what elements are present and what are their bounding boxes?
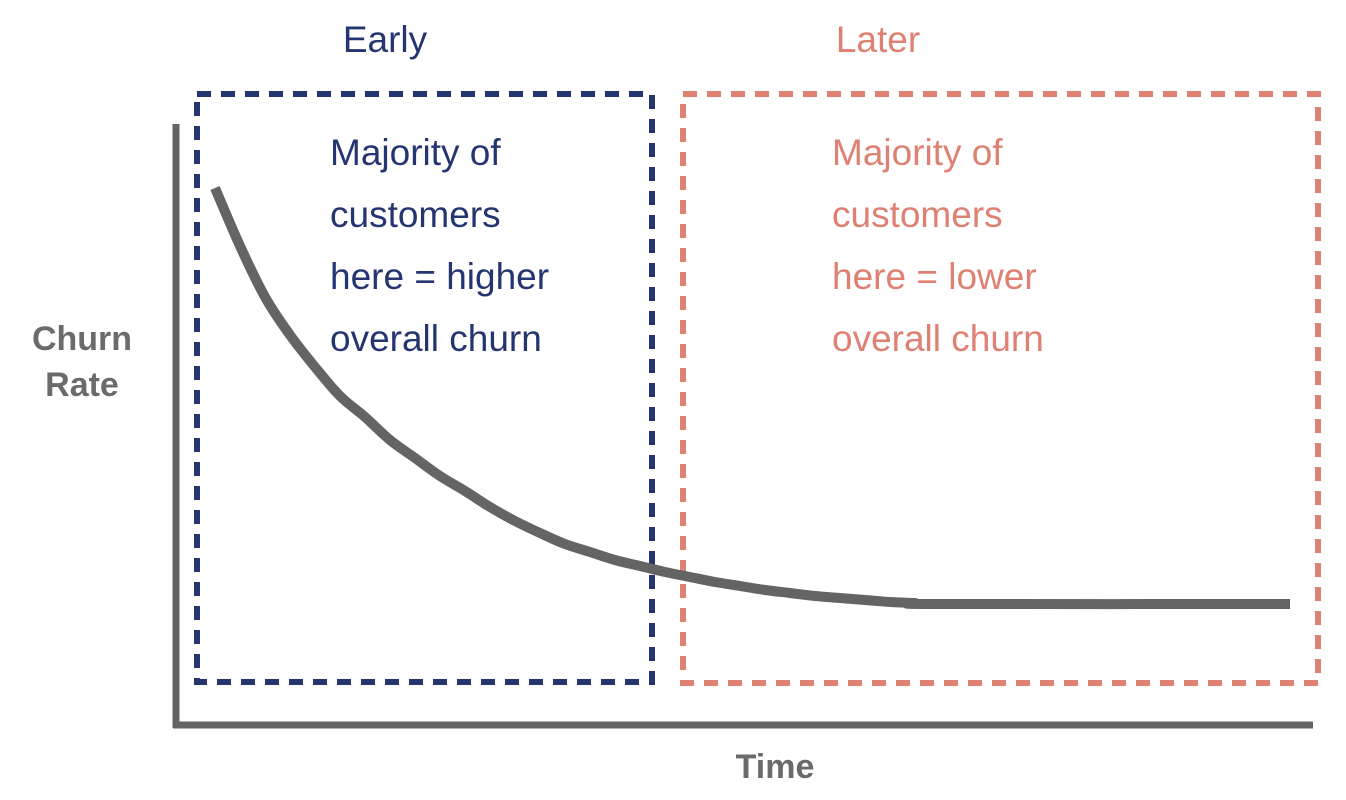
later-region-label: Later <box>835 19 921 60</box>
early-region-text: Majority of customers here = higher over… <box>330 132 550 359</box>
y-axis-label: Churn Rate <box>31 320 133 404</box>
later-region-text: Majority of customers here = lower overa… <box>832 132 1044 359</box>
early-region-box <box>194 91 655 685</box>
x-axis-label: Time <box>735 748 815 786</box>
churn-curve <box>210 186 1291 610</box>
later-region-box <box>680 91 1321 686</box>
early-region-label: Early <box>342 19 428 60</box>
